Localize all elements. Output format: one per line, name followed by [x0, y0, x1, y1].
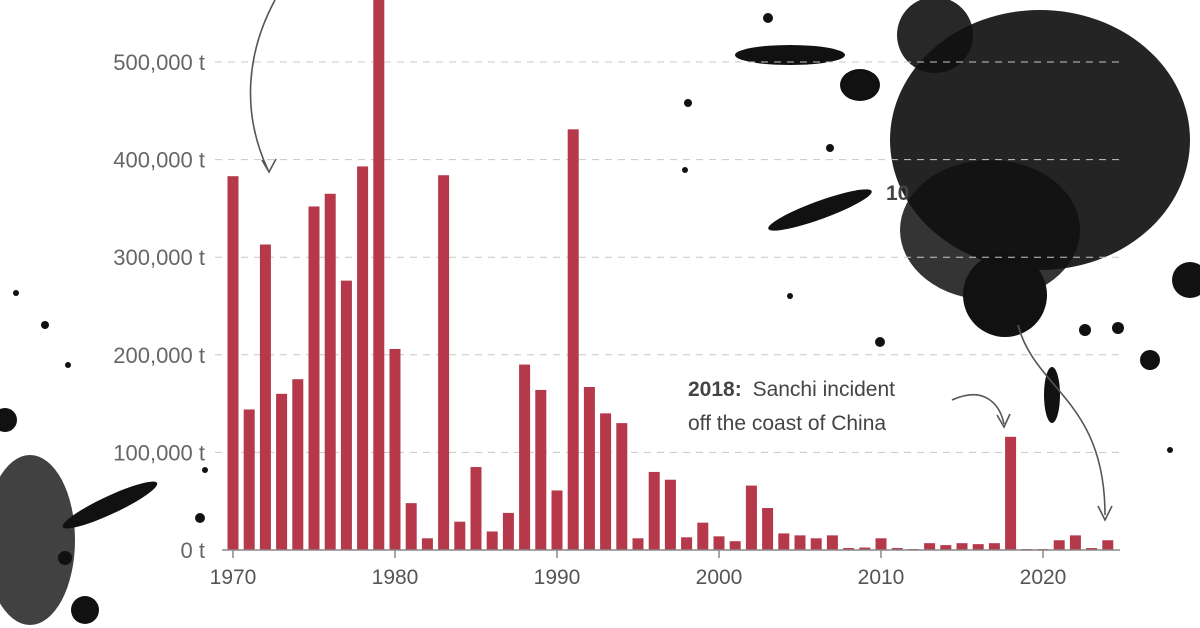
bar-1994 [616, 423, 628, 550]
bar-2004 [778, 533, 790, 550]
bar-2017 [988, 543, 1000, 550]
bar-1972 [259, 244, 271, 550]
bar-2009 [859, 547, 871, 550]
y-tick-label-300000: 300,000 t [113, 245, 205, 270]
bar-1981 [405, 503, 417, 550]
bar-2001 [729, 541, 741, 550]
bar-2024 [1102, 540, 1114, 550]
bar-2010 [875, 538, 887, 550]
x-tick-label-2000: 2000 [696, 566, 743, 589]
annotation-partial: 10 [886, 182, 909, 205]
bar-1980 [389, 348, 401, 550]
bar-2006 [810, 538, 822, 550]
y-tick-label-100000: 100,000 t [113, 440, 205, 465]
bar-1974 [292, 379, 304, 550]
bar-2002 [745, 485, 757, 550]
bar-2011 [891, 548, 903, 550]
bar-1990 [551, 490, 563, 550]
x-tick-label-1990: 1990 [534, 566, 581, 589]
bar-2021 [1053, 540, 1065, 550]
bar-1987 [502, 512, 514, 550]
grid-lines [215, 61, 1120, 453]
bar-2000 [713, 536, 725, 550]
bar-2014 [940, 545, 952, 550]
bar-2013 [924, 543, 936, 550]
bar-1995 [632, 538, 644, 550]
bar-2023 [1086, 548, 1098, 550]
annotation-2018-line1: 2018: Sanchi incident [688, 378, 895, 401]
bar-1992 [583, 387, 595, 550]
x-tick-label-2020: 2020 [1020, 566, 1067, 589]
bar-1975 [308, 206, 320, 550]
arrow-2018 [951, 393, 1005, 425]
arrowhead-2018 [996, 413, 1011, 429]
arrow-top-left [249, 0, 276, 171]
bar-1984 [454, 521, 466, 550]
arrowhead-2024 [1097, 505, 1113, 522]
bar-1971 [243, 409, 255, 550]
y-tick-label-200000: 200,000 t [113, 343, 205, 368]
bar-1986 [486, 531, 498, 550]
bar-1978 [357, 166, 369, 550]
arrow-2024 [1017, 324, 1106, 516]
bar-1976 [324, 193, 336, 550]
ink-splatter-top-right [682, 0, 1200, 453]
bar-1977 [340, 280, 352, 550]
bar-1991 [567, 129, 579, 550]
bar-2022 [1069, 535, 1081, 550]
y-tick-label-0: 0 t [181, 538, 205, 563]
x-tick-label-1970: 1970 [210, 566, 257, 589]
annotation-2018-line2: off the coast of China [688, 412, 886, 435]
y-tick-label-500000: 500,000 t [113, 50, 205, 75]
bar-2018 [1005, 436, 1017, 550]
bar-1983 [438, 175, 450, 550]
bar-1988 [519, 364, 531, 550]
bar-2005 [794, 535, 806, 550]
bar-2008 [843, 548, 855, 550]
x-tick-label-1980: 1980 [372, 566, 419, 589]
x-tick-label-2010: 2010 [858, 566, 905, 589]
bar-1985 [470, 467, 482, 550]
bars [227, 0, 1114, 550]
bar-1998 [681, 537, 693, 550]
y-tick-label-400000: 400,000 t [113, 148, 205, 173]
arrowhead-top-left [261, 158, 277, 174]
annotation-2018-year: 2018: [688, 378, 742, 401]
bar-2015 [956, 543, 968, 550]
bar-2016 [972, 544, 984, 550]
bar-1989 [535, 389, 547, 550]
y-axis-ticks: 0 t 100,000 t 200,000 t 300,000 t 400,000 t 5… [113, 50, 205, 563]
ink-splatter-bottom-left [0, 290, 208, 625]
annotation-2018-text: Sanchi incident [753, 378, 896, 401]
bar-1996 [648, 471, 660, 550]
bar-1982 [421, 538, 433, 550]
bar-1970 [227, 176, 239, 550]
bar-2003 [762, 508, 774, 550]
bar-1979 [373, 0, 385, 550]
bar-1997 [664, 479, 676, 550]
bar-1973 [276, 393, 288, 550]
x-axis-ticks: 1970 1980 1990 2000 2010 2020 [210, 550, 1067, 589]
bar-1993 [600, 413, 612, 550]
bar-1999 [697, 522, 709, 550]
bar-2007 [826, 535, 838, 550]
